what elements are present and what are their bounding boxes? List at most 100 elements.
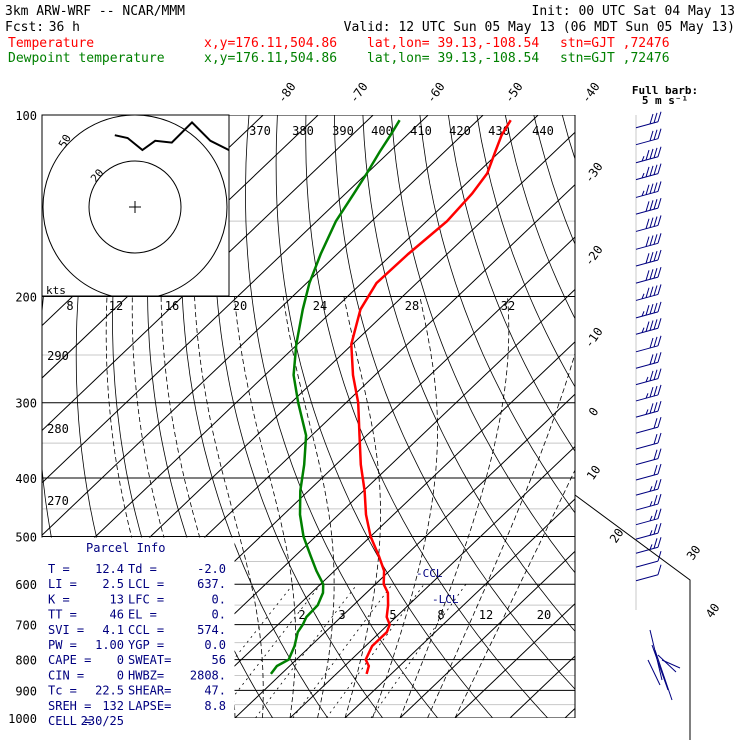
wind-barb-flag	[653, 524, 658, 535]
mixing-ratio-label: 20	[233, 299, 247, 313]
dry-adiabat	[391, 115, 575, 574]
mixing-ratio-label: 12	[109, 299, 123, 313]
parcel-cell: 1.00	[95, 638, 124, 652]
isotherm-tick-label: 0	[586, 405, 602, 419]
wind-barbs	[574, 111, 691, 740]
legend-temperature-latlon: lat,lon= 39.13,-108.54	[367, 36, 539, 51]
wind-barb	[635, 146, 662, 164]
parcel-cell: SVI =	[48, 623, 84, 637]
parcel-row: PW = 1.00 YGP = 0.0	[48, 638, 226, 652]
mixing-ratio-low-label: 8	[437, 608, 444, 622]
wind-barb-staff	[635, 473, 659, 481]
isotherm-tick-label: 10	[584, 463, 604, 483]
wind-barb-flag	[653, 385, 658, 397]
wind-barb-flag	[653, 319, 658, 330]
lcl-label: -LCL	[432, 593, 459, 606]
barb-panel-border	[574, 494, 691, 740]
wind-barb-flag	[657, 448, 662, 459]
wind-barb-flag	[645, 149, 650, 161]
wind-barb-half	[641, 155, 645, 162]
mixing-ratio-low-label: 20	[537, 608, 551, 622]
parcel-cell: 230/25	[81, 714, 124, 728]
wind-barb-half	[649, 515, 653, 522]
wind-barb	[635, 352, 662, 369]
legend-dewpoint: Dewpoint temperature	[8, 51, 165, 66]
wind-barb-flag	[653, 147, 658, 158]
surface-barb	[654, 649, 673, 701]
parcel-cell: CIN =	[48, 668, 84, 682]
wind-barb-flag	[653, 353, 658, 364]
wind-barb-flag	[657, 508, 662, 519]
moist-adiabat	[282, 296, 335, 718]
parcel-cell: LCL =	[128, 577, 164, 591]
parcel-row: LI = 2.5 LCL = 637.	[48, 577, 226, 591]
forecast-label: Fcst:	[5, 20, 44, 35]
mixing-ratio-low-label: 12	[479, 608, 493, 622]
wind-barb-flag	[657, 197, 662, 209]
wind-barb-flag	[653, 418, 658, 429]
wind-barb-half	[645, 409, 649, 415]
wind-barb-flag	[653, 285, 658, 296]
wind-barb	[635, 284, 662, 301]
parcel-cell: 12.4	[95, 562, 124, 576]
theta-left-label: 290	[47, 349, 69, 363]
hodograph-units: kts	[46, 284, 66, 297]
wind-barb-flag	[649, 200, 654, 211]
wind-barb-staff	[635, 458, 659, 466]
wind-barb-flag	[653, 480, 658, 491]
wind-barb-flag	[645, 321, 650, 332]
wind-barb-half	[645, 393, 649, 399]
mixing-ratio-label: 16	[165, 299, 179, 313]
legend-dewpoint-xy: x,y=176.11,504.86	[204, 51, 337, 66]
isotherm-line	[399, 550, 575, 718]
wind-barb-flag	[645, 166, 650, 178]
mixing-ratio-line	[255, 583, 358, 718]
wind-barb-half	[649, 530, 653, 536]
wind-barb-staff	[635, 532, 659, 540]
mixing-ratio-low-label: 5	[389, 608, 396, 622]
wind-barb-flag	[657, 249, 662, 261]
dry-adiabat	[591, 115, 740, 718]
isotherm-tick-label: -60	[424, 80, 448, 106]
theta-label: 370	[249, 124, 271, 138]
pressure-tick-label: 800	[15, 654, 37, 668]
parcel-cell: Td =	[128, 562, 157, 576]
theta-label: 410	[410, 124, 432, 138]
wind-barb	[635, 266, 662, 284]
wind-barb-staff	[635, 442, 659, 450]
wind-barb-flag	[649, 403, 654, 414]
pressure-axis: 100 200 300 400 500 600 700 800 900 1000	[8, 109, 37, 726]
wind-barb-staff	[635, 574, 659, 582]
wind-barb-flag	[657, 215, 662, 226]
wind-barb-flag	[653, 199, 658, 210]
parcel-cell: K =	[48, 592, 70, 606]
hodograph-ring	[42, 115, 228, 296]
wind-barb-flag	[657, 128, 662, 139]
wind-barb	[635, 448, 662, 466]
surface-barb-cluster	[647, 629, 681, 701]
theta-label: 420	[449, 124, 471, 138]
pressure-tick-label: 1000	[8, 712, 37, 726]
pressure-tick-label: 500	[15, 530, 37, 544]
wind-barb-half	[649, 486, 653, 492]
theta-label: 380	[292, 124, 314, 138]
wind-barb-flag	[645, 201, 650, 212]
wind-barb-flag	[657, 537, 662, 548]
wind-barb-flag	[649, 165, 654, 176]
wind-barb-staff	[635, 560, 659, 568]
wind-barb	[635, 368, 662, 386]
isotherm-line	[564, 707, 575, 718]
isotherm-tick-label: 20	[607, 526, 627, 546]
barb-legend-line2: 5 m s⁻¹	[642, 94, 688, 107]
hodograph-trace	[114, 120, 229, 152]
wind-barb-flag	[649, 235, 654, 246]
isotherm-tick-label: -20	[582, 243, 606, 269]
wind-barb-flag	[649, 217, 654, 228]
wind-barb	[635, 249, 662, 267]
wind-barb	[635, 163, 662, 181]
parcel-cell: 0.	[212, 592, 226, 606]
parcel-cell: 0.	[212, 608, 226, 622]
isotherm-line	[42, 115, 539, 589]
wind-barb-flag	[657, 493, 662, 505]
wind-barb-flag	[649, 286, 654, 297]
